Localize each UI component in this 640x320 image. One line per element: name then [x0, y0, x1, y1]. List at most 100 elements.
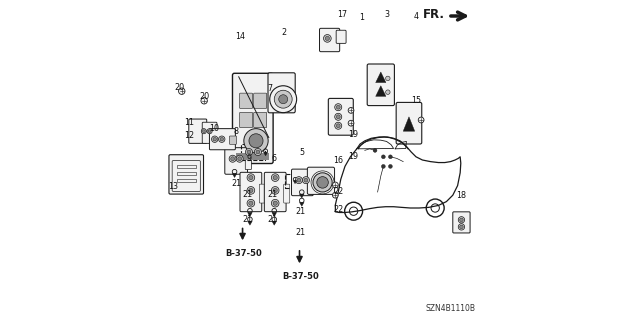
Circle shape	[317, 177, 328, 188]
FancyBboxPatch shape	[230, 136, 237, 144]
Circle shape	[381, 164, 385, 168]
Circle shape	[247, 187, 255, 194]
Circle shape	[335, 122, 342, 129]
Circle shape	[381, 155, 385, 159]
Text: 20: 20	[199, 92, 209, 100]
Circle shape	[324, 35, 332, 42]
Text: 8: 8	[234, 127, 239, 136]
Circle shape	[271, 187, 279, 194]
Polygon shape	[293, 180, 297, 184]
FancyBboxPatch shape	[307, 167, 335, 195]
FancyBboxPatch shape	[284, 184, 290, 203]
FancyBboxPatch shape	[292, 169, 314, 196]
Circle shape	[256, 150, 260, 154]
Circle shape	[297, 178, 301, 182]
Circle shape	[385, 90, 390, 94]
Circle shape	[296, 177, 302, 184]
Text: 21: 21	[242, 190, 252, 199]
Circle shape	[230, 157, 235, 161]
FancyBboxPatch shape	[253, 93, 267, 108]
Circle shape	[333, 192, 339, 198]
FancyBboxPatch shape	[239, 93, 253, 108]
Text: 7: 7	[268, 84, 273, 92]
Text: 18: 18	[456, 191, 466, 200]
Circle shape	[373, 148, 377, 152]
Circle shape	[249, 134, 263, 148]
Text: 3: 3	[385, 10, 390, 19]
Bar	[177, 179, 196, 182]
Circle shape	[313, 173, 332, 192]
Circle shape	[247, 174, 255, 181]
Polygon shape	[272, 221, 276, 225]
Polygon shape	[272, 212, 276, 217]
Circle shape	[211, 136, 218, 142]
Circle shape	[271, 174, 279, 181]
Circle shape	[271, 199, 279, 207]
FancyBboxPatch shape	[202, 122, 217, 143]
Circle shape	[458, 217, 465, 223]
Circle shape	[348, 120, 354, 126]
FancyBboxPatch shape	[239, 112, 253, 128]
Text: FR.: FR.	[423, 8, 445, 21]
FancyBboxPatch shape	[240, 172, 262, 212]
Circle shape	[336, 115, 340, 119]
Circle shape	[255, 148, 262, 156]
Text: 19: 19	[349, 130, 358, 139]
Text: 22: 22	[333, 188, 344, 196]
Circle shape	[201, 129, 206, 134]
Text: 6: 6	[272, 154, 276, 163]
Polygon shape	[232, 173, 237, 178]
FancyBboxPatch shape	[328, 99, 353, 135]
Circle shape	[249, 201, 253, 205]
Circle shape	[213, 138, 216, 141]
Circle shape	[202, 130, 205, 132]
Circle shape	[273, 175, 277, 180]
Circle shape	[388, 155, 392, 159]
Circle shape	[244, 129, 268, 153]
Polygon shape	[376, 86, 386, 96]
Circle shape	[249, 175, 253, 180]
Circle shape	[460, 225, 463, 229]
Text: 5: 5	[299, 148, 305, 157]
Bar	[241, 144, 265, 160]
Text: 21: 21	[232, 179, 242, 188]
Circle shape	[336, 124, 340, 128]
FancyBboxPatch shape	[396, 102, 422, 144]
Bar	[236, 153, 269, 160]
Circle shape	[304, 178, 308, 182]
Text: 13: 13	[168, 182, 179, 191]
Circle shape	[249, 188, 253, 193]
Text: 21: 21	[242, 215, 252, 224]
Circle shape	[270, 86, 297, 113]
Text: 12: 12	[184, 131, 195, 140]
FancyBboxPatch shape	[264, 172, 286, 212]
Text: 21: 21	[267, 190, 277, 199]
Text: 11: 11	[184, 118, 195, 127]
FancyBboxPatch shape	[367, 64, 394, 106]
Polygon shape	[264, 152, 268, 156]
Circle shape	[335, 104, 342, 111]
Text: 14: 14	[236, 32, 246, 41]
Circle shape	[247, 199, 255, 207]
Circle shape	[229, 155, 236, 162]
Circle shape	[335, 113, 342, 120]
Circle shape	[279, 95, 288, 104]
Circle shape	[237, 157, 242, 161]
Circle shape	[385, 76, 390, 81]
Text: 4: 4	[413, 12, 419, 20]
Text: 10: 10	[209, 124, 219, 133]
FancyBboxPatch shape	[336, 30, 346, 43]
FancyBboxPatch shape	[232, 73, 273, 164]
Circle shape	[460, 218, 463, 222]
FancyBboxPatch shape	[311, 180, 317, 191]
Text: 21: 21	[296, 228, 306, 237]
FancyBboxPatch shape	[189, 119, 207, 143]
Text: 15: 15	[411, 96, 421, 105]
Text: 22: 22	[333, 205, 344, 214]
Text: 19: 19	[349, 152, 358, 161]
Text: 21: 21	[296, 207, 306, 216]
Circle shape	[303, 177, 310, 184]
FancyBboxPatch shape	[259, 184, 266, 203]
Text: 17: 17	[337, 10, 347, 19]
FancyBboxPatch shape	[169, 155, 204, 194]
